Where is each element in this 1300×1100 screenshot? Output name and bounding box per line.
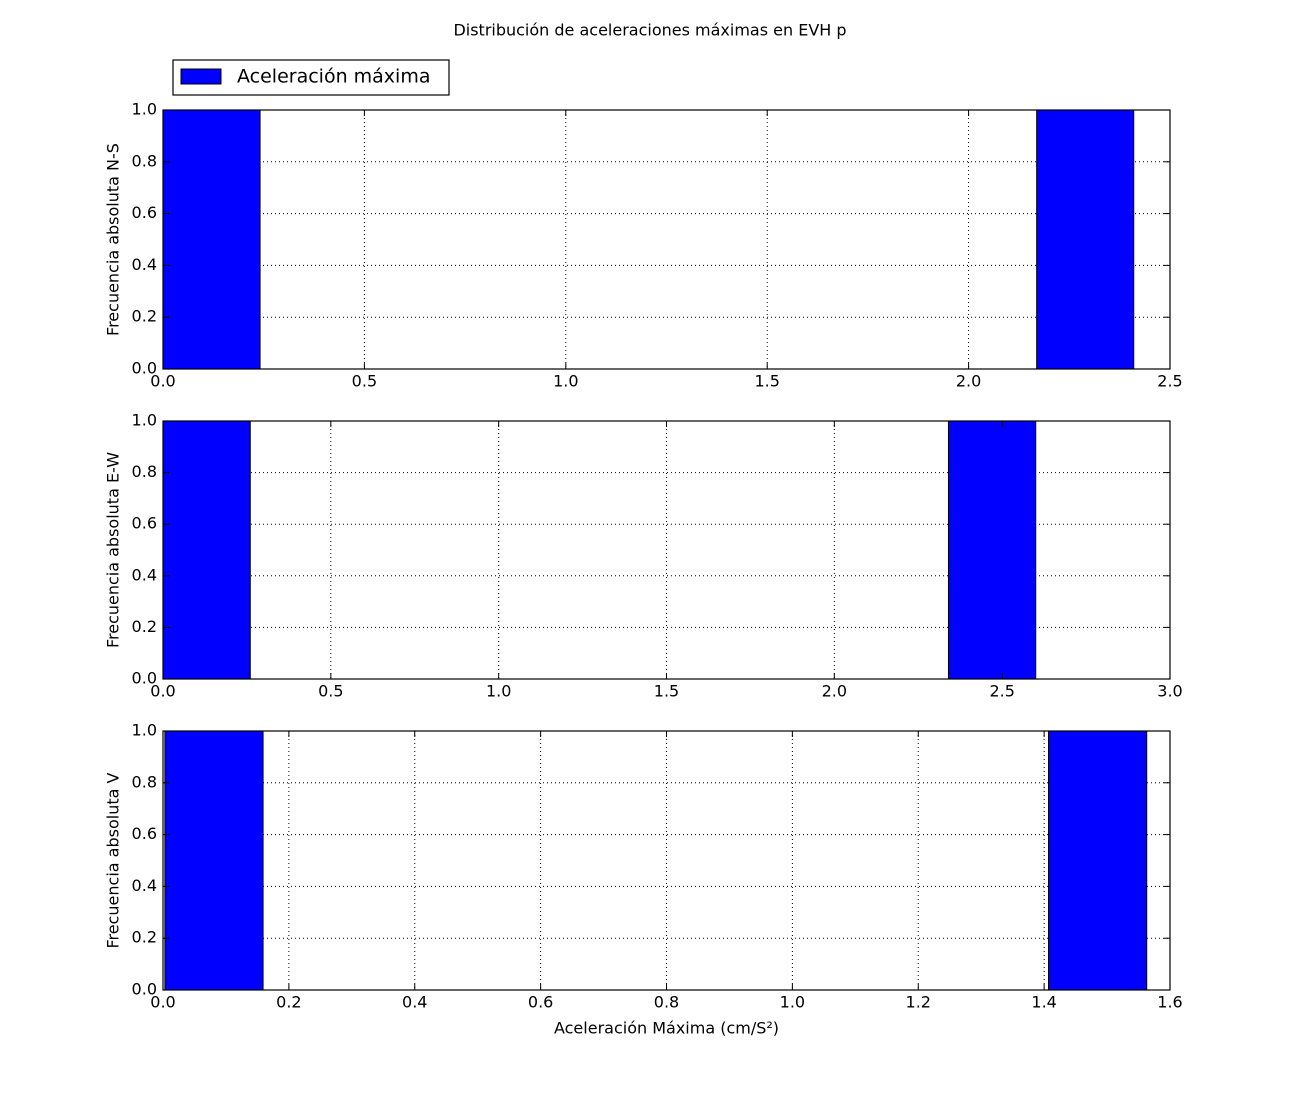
- bar: [162, 109, 261, 370]
- x-tick-label: 1.4: [1031, 993, 1056, 1012]
- y-tick-label: 0.2: [132, 617, 157, 636]
- y-tick-label: 0.2: [132, 307, 157, 326]
- x-tick-label: 3.0: [1157, 682, 1182, 701]
- x-tick-label: 0.6: [528, 993, 553, 1012]
- x-tick-label: 0.5: [318, 682, 343, 701]
- x-tick-label: 1.0: [780, 993, 805, 1012]
- y-tick-label: 0.2: [132, 928, 157, 947]
- x-tick-label: 0.4: [402, 993, 427, 1012]
- x-tick-label: 1.5: [654, 682, 679, 701]
- x-tick-label: 1.0: [486, 682, 511, 701]
- y-tick-label: 1.0: [132, 411, 157, 430]
- bar: [1036, 109, 1135, 370]
- x-tick-label: 2.0: [822, 682, 847, 701]
- y-axis-label: Frecuencia absoluta E-W: [104, 452, 123, 648]
- y-tick-label: 0.6: [132, 203, 157, 222]
- x-tick-label: 2.5: [1157, 372, 1182, 391]
- x-tick-label: 1.6: [1157, 993, 1182, 1012]
- x-tick-label: 1.0: [553, 372, 578, 391]
- y-tick-label: 0.6: [132, 824, 157, 843]
- bar: [162, 420, 251, 680]
- bar: [164, 730, 264, 991]
- y-tick-label: 0.0: [132, 359, 157, 378]
- y-tick-label: 0.8: [132, 462, 157, 481]
- y-axis-label: Frecuencia absoluta N-S: [104, 143, 123, 336]
- x-tick-label: 0.8: [654, 993, 679, 1012]
- y-tick-label: 0.0: [132, 980, 157, 999]
- x-tick-label: 1.2: [906, 993, 931, 1012]
- y-tick-label: 0.4: [132, 565, 157, 584]
- x-tick-label: 1.5: [754, 372, 779, 391]
- y-tick-label: 0.0: [132, 669, 157, 688]
- axes-frame: [162, 109, 1171, 370]
- bar: [1048, 730, 1148, 991]
- y-tick-label: 0.4: [132, 255, 157, 274]
- y-tick-label: 0.4: [132, 876, 157, 895]
- x-tick-label: 0.5: [352, 372, 377, 391]
- bar: [947, 420, 1037, 680]
- y-tick-label: 0.6: [132, 514, 157, 533]
- y-tick-label: 1.0: [132, 100, 157, 119]
- x-tick-label: 0.2: [276, 993, 301, 1012]
- legend-swatch: [180, 68, 222, 85]
- chart-title: Distribución de aceleraciones máximas en…: [453, 21, 846, 40]
- y-tick-label: 1.0: [132, 721, 157, 740]
- x-tick-label: 2.5: [989, 682, 1014, 701]
- x-tick-label: 0.0: [150, 372, 175, 391]
- x-tick-label: 2.0: [956, 372, 981, 391]
- x-axis-label: Aceleración Máxima (cm/S²): [554, 1019, 779, 1038]
- y-tick-label: 0.8: [132, 151, 157, 170]
- legend-label: Aceleración máxima: [237, 66, 430, 88]
- x-tick-label: 0.0: [150, 682, 175, 701]
- y-axis-label: Frecuencia absoluta V: [104, 772, 123, 948]
- y-tick-label: 0.8: [132, 772, 157, 791]
- x-tick-label: 0.0: [150, 993, 175, 1012]
